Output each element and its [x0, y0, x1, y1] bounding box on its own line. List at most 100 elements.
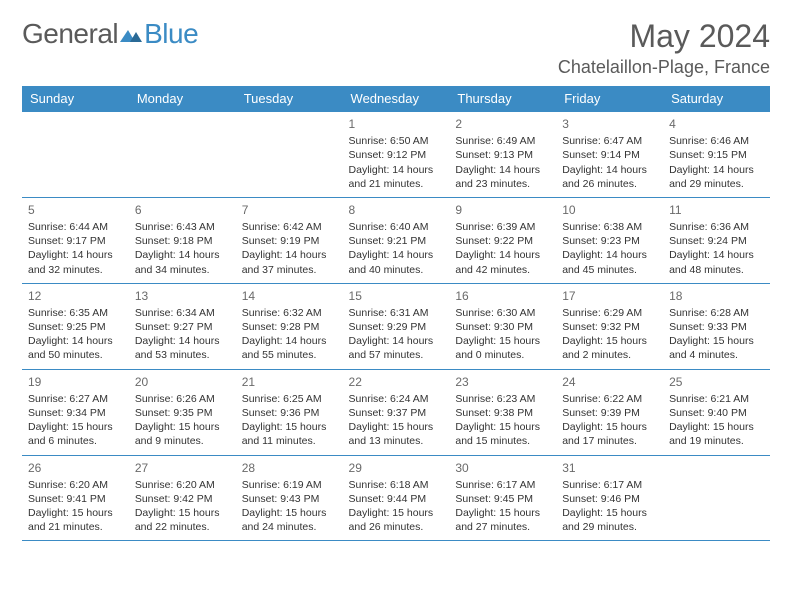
calendar-table: Sunday Monday Tuesday Wednesday Thursday… [22, 86, 770, 541]
day-info-line: Sunrise: 6:44 AM [28, 220, 123, 234]
calendar-day-cell [22, 112, 129, 198]
calendar-week-row: 1Sunrise: 6:50 AMSunset: 9:12 PMDaylight… [22, 112, 770, 198]
day-info-line: Sunrise: 6:18 AM [349, 478, 444, 492]
day-info-line: Sunset: 9:21 PM [349, 234, 444, 248]
day-number: 23 [455, 374, 550, 390]
day-info-line: Sunrise: 6:17 AM [562, 478, 657, 492]
day-info-line: Sunset: 9:12 PM [349, 148, 444, 162]
day-number: 16 [455, 288, 550, 304]
calendar-day-cell: 10Sunrise: 6:38 AMSunset: 9:23 PMDayligh… [556, 197, 663, 283]
day-info-line: and 55 minutes. [242, 348, 337, 362]
header: General Blue May 2024 Chatelaillon-Plage… [22, 18, 770, 78]
day-number: 12 [28, 288, 123, 304]
day-info-line: Sunset: 9:19 PM [242, 234, 337, 248]
calendar-day-cell: 26Sunrise: 6:20 AMSunset: 9:41 PMDayligh… [22, 455, 129, 541]
day-info-line: Daylight: 15 hours [135, 506, 230, 520]
day-header-row: Sunday Monday Tuesday Wednesday Thursday… [22, 86, 770, 112]
location-label: Chatelaillon-Plage, France [558, 57, 770, 78]
calendar-day-cell: 29Sunrise: 6:18 AMSunset: 9:44 PMDayligh… [343, 455, 450, 541]
calendar-day-cell: 1Sunrise: 6:50 AMSunset: 9:12 PMDaylight… [343, 112, 450, 198]
day-number: 2 [455, 116, 550, 132]
day-info-line: Daylight: 14 hours [242, 334, 337, 348]
day-info-line: Daylight: 15 hours [135, 420, 230, 434]
day-number: 3 [562, 116, 657, 132]
day-info-line: Daylight: 15 hours [28, 420, 123, 434]
day-info-line: Sunset: 9:22 PM [455, 234, 550, 248]
day-info-line: Sunrise: 6:49 AM [455, 134, 550, 148]
day-number: 14 [242, 288, 337, 304]
day-number: 11 [669, 202, 764, 218]
calendar-week-row: 5Sunrise: 6:44 AMSunset: 9:17 PMDaylight… [22, 197, 770, 283]
day-info-line: and 45 minutes. [562, 263, 657, 277]
day-info-line: Sunset: 9:29 PM [349, 320, 444, 334]
calendar-week-row: 26Sunrise: 6:20 AMSunset: 9:41 PMDayligh… [22, 455, 770, 541]
day-info-line: Sunset: 9:46 PM [562, 492, 657, 506]
day-info-line: Sunrise: 6:43 AM [135, 220, 230, 234]
day-info-line: and 11 minutes. [242, 434, 337, 448]
calendar-day-cell: 25Sunrise: 6:21 AMSunset: 9:40 PMDayligh… [663, 369, 770, 455]
day-info-line: and 0 minutes. [455, 348, 550, 362]
calendar-day-cell: 2Sunrise: 6:49 AMSunset: 9:13 PMDaylight… [449, 112, 556, 198]
calendar-day-cell: 20Sunrise: 6:26 AMSunset: 9:35 PMDayligh… [129, 369, 236, 455]
day-info-line: Sunset: 9:36 PM [242, 406, 337, 420]
day-info-line: Daylight: 14 hours [135, 248, 230, 262]
day-info-line: Daylight: 15 hours [455, 420, 550, 434]
day-info-line: Sunrise: 6:20 AM [135, 478, 230, 492]
day-info-line: Daylight: 14 hours [669, 163, 764, 177]
day-info-line: Sunrise: 6:39 AM [455, 220, 550, 234]
day-info-line: Sunset: 9:39 PM [562, 406, 657, 420]
day-info-line: Sunset: 9:43 PM [242, 492, 337, 506]
day-info-line: Daylight: 14 hours [562, 248, 657, 262]
day-info-line: and 26 minutes. [562, 177, 657, 191]
day-info-line: and 32 minutes. [28, 263, 123, 277]
day-info-line: and 4 minutes. [669, 348, 764, 362]
day-info-line: Daylight: 15 hours [28, 506, 123, 520]
day-info-line: Daylight: 15 hours [669, 420, 764, 434]
day-header: Thursday [449, 86, 556, 112]
day-number: 28 [242, 460, 337, 476]
day-number: 1 [349, 116, 444, 132]
day-info-line: Daylight: 14 hours [242, 248, 337, 262]
day-info-line: Daylight: 15 hours [242, 420, 337, 434]
calendar-day-cell: 5Sunrise: 6:44 AMSunset: 9:17 PMDaylight… [22, 197, 129, 283]
logo-text-general: General [22, 18, 118, 50]
day-number: 6 [135, 202, 230, 218]
day-info-line: and 27 minutes. [455, 520, 550, 534]
day-info-line: and 34 minutes. [135, 263, 230, 277]
logo-arrow-icon [120, 26, 142, 42]
day-info-line: Daylight: 15 hours [242, 506, 337, 520]
calendar-week-row: 12Sunrise: 6:35 AMSunset: 9:25 PMDayligh… [22, 283, 770, 369]
day-info-line: and 40 minutes. [349, 263, 444, 277]
day-info-line: and 53 minutes. [135, 348, 230, 362]
calendar-day-cell: 7Sunrise: 6:42 AMSunset: 9:19 PMDaylight… [236, 197, 343, 283]
day-info-line: Sunrise: 6:38 AM [562, 220, 657, 234]
day-info-line: and 50 minutes. [28, 348, 123, 362]
day-info-line: Sunrise: 6:23 AM [455, 392, 550, 406]
day-info-line: Sunset: 9:15 PM [669, 148, 764, 162]
day-info-line: and 9 minutes. [135, 434, 230, 448]
day-info-line: and 19 minutes. [669, 434, 764, 448]
day-info-line: Daylight: 14 hours [349, 163, 444, 177]
day-info-line: Daylight: 14 hours [28, 334, 123, 348]
day-info-line: Sunset: 9:38 PM [455, 406, 550, 420]
calendar-day-cell: 24Sunrise: 6:22 AMSunset: 9:39 PMDayligh… [556, 369, 663, 455]
day-header: Wednesday [343, 86, 450, 112]
calendar-day-cell: 13Sunrise: 6:34 AMSunset: 9:27 PMDayligh… [129, 283, 236, 369]
calendar-day-cell: 9Sunrise: 6:39 AMSunset: 9:22 PMDaylight… [449, 197, 556, 283]
day-info-line: Sunset: 9:44 PM [349, 492, 444, 506]
day-info-line: Sunrise: 6:47 AM [562, 134, 657, 148]
day-info-line: Sunrise: 6:28 AM [669, 306, 764, 320]
calendar-day-cell: 19Sunrise: 6:27 AMSunset: 9:34 PMDayligh… [22, 369, 129, 455]
calendar-day-cell: 12Sunrise: 6:35 AMSunset: 9:25 PMDayligh… [22, 283, 129, 369]
day-info-line: Sunset: 9:40 PM [669, 406, 764, 420]
calendar-day-cell [663, 455, 770, 541]
day-number: 5 [28, 202, 123, 218]
day-number: 15 [349, 288, 444, 304]
day-info-line: Sunrise: 6:32 AM [242, 306, 337, 320]
day-info-line: Sunset: 9:45 PM [455, 492, 550, 506]
day-info-line: Daylight: 15 hours [349, 506, 444, 520]
day-info-line: Daylight: 14 hours [455, 248, 550, 262]
day-info-line: Sunset: 9:25 PM [28, 320, 123, 334]
day-info-line: and 2 minutes. [562, 348, 657, 362]
calendar-day-cell: 3Sunrise: 6:47 AMSunset: 9:14 PMDaylight… [556, 112, 663, 198]
